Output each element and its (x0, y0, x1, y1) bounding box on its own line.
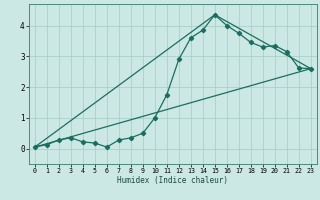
X-axis label: Humidex (Indice chaleur): Humidex (Indice chaleur) (117, 176, 228, 185)
